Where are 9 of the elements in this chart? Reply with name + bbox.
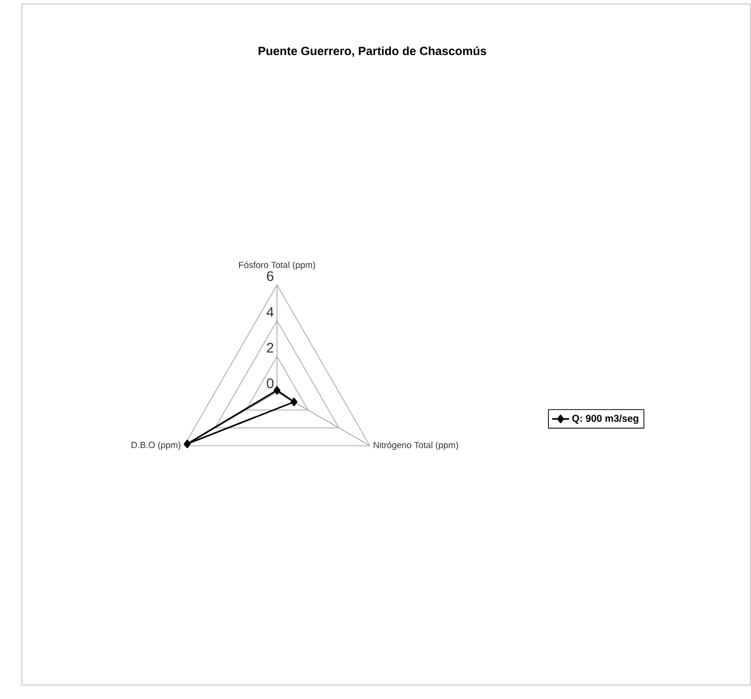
y-tick-label: 6 [266,271,274,282]
chart-title: Puente Guerrero, Partido de Chascomús [258,46,486,57]
legend-label: Q: 900 m3/seg [572,414,638,424]
spoke-label: Fósforo Total (ppm) [239,261,316,270]
y-tick-label: 0 [266,378,274,388]
y-tick-label: 4 [266,307,274,317]
spoke-label: D.B.O (ppm) [132,442,180,450]
spoke-label: Nitrógeno Total (ppm) [374,442,458,450]
y-tick-label: 2 [266,342,274,353]
